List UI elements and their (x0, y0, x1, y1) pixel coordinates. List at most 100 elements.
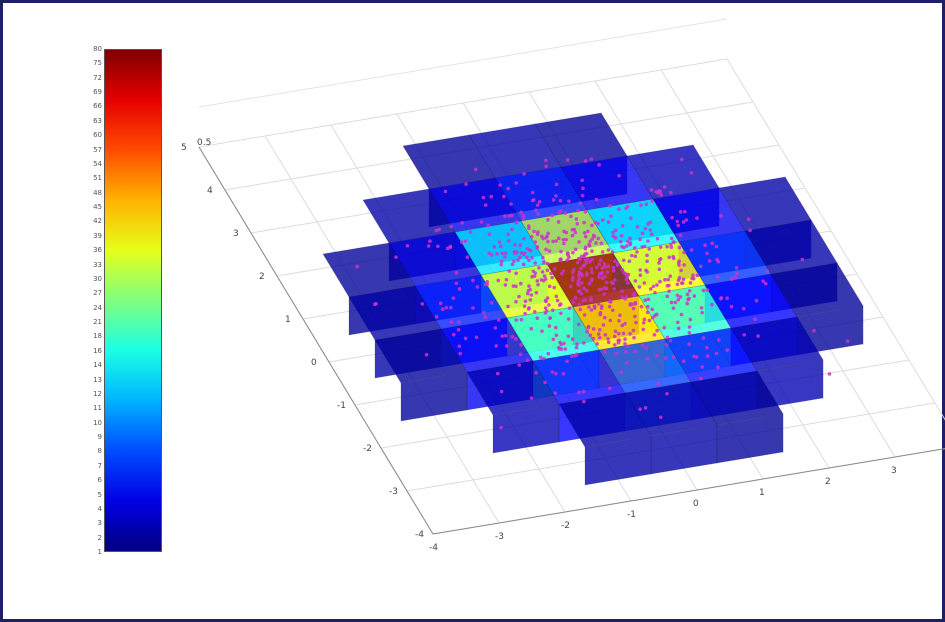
colorbar-tick: 27 (93, 289, 102, 298)
scatter-point (714, 244, 719, 249)
scatter-point (586, 229, 590, 234)
x-tick-label: 3 (891, 466, 897, 476)
colorbar-tick: 54 (93, 159, 102, 168)
scatter-point (581, 186, 585, 191)
scatter-point (665, 244, 669, 249)
scatter-point (623, 342, 627, 346)
scatter-point (543, 306, 548, 310)
scatter-point (609, 280, 614, 285)
scatter-point (763, 281, 768, 286)
scatter-point (617, 207, 621, 211)
scatter-point (578, 307, 583, 312)
scatter-point (612, 287, 616, 291)
scatter-point (514, 271, 518, 276)
scatter-point (683, 209, 687, 214)
scatter-point (619, 233, 624, 238)
scatter-point (540, 329, 544, 333)
scatter-point (510, 213, 514, 218)
colorbar-tick: 57 (93, 145, 102, 154)
scatter-point (633, 279, 638, 283)
scatter-point (577, 276, 582, 281)
scatter-point (541, 255, 545, 260)
scatter-point (582, 231, 587, 235)
scatter-point (676, 223, 681, 228)
scatter-point (639, 304, 644, 309)
scatter-point (742, 306, 746, 311)
scatter-point (448, 244, 453, 249)
scatter-point (635, 225, 640, 229)
scatter-point (565, 258, 570, 262)
scatter-point (734, 266, 739, 270)
scatter-point (613, 228, 618, 233)
scatter-point (506, 232, 510, 237)
scatter-point (642, 281, 647, 285)
scatter-point (671, 240, 676, 244)
scatter-point (551, 239, 555, 244)
scatter-point (678, 210, 683, 214)
scatter-point (632, 335, 636, 340)
scatter-point (607, 299, 612, 304)
scatter-point (679, 268, 684, 273)
colorbar-tick: 4 (97, 504, 102, 513)
colorbar-tick: 39 (93, 231, 102, 240)
scatter-point (668, 274, 673, 278)
y-tick-label: 3 (233, 229, 239, 239)
scatter-point (613, 329, 618, 334)
scatter-point (514, 318, 519, 322)
scatter-point (527, 248, 532, 252)
scatter-point (576, 208, 580, 213)
scatter-point (633, 302, 638, 306)
scatter-point (647, 318, 652, 323)
scatter-point (499, 262, 503, 267)
scatter-point (424, 352, 429, 357)
scatter-point (498, 183, 503, 187)
x-tick-label: -4 (429, 543, 438, 553)
scatter-point (495, 251, 499, 256)
scatter-point (699, 376, 703, 381)
scatter-point (633, 349, 637, 354)
scatter-point (549, 271, 553, 276)
scatter-point (544, 247, 548, 252)
scatter-point (544, 309, 549, 313)
colorbar-tick: 8 (97, 447, 102, 456)
histogram-bars (322, 111, 864, 486)
scatter-point (575, 260, 580, 265)
bar-face (730, 316, 824, 372)
scatter-point (575, 221, 580, 226)
scatter-point (573, 295, 578, 300)
scatter-point (599, 241, 604, 246)
scatter-point (577, 240, 581, 244)
scatter-point (623, 337, 627, 341)
scatter-point (715, 257, 719, 262)
colorbar-tick: 6 (97, 476, 102, 485)
scatter-point (658, 257, 662, 262)
scatter-point (692, 294, 697, 298)
scatter-point (489, 194, 493, 199)
scatter-point (428, 239, 432, 243)
y-tick-label: 2 (259, 272, 265, 282)
scatter-point (717, 338, 721, 342)
scatter-point (599, 304, 604, 308)
scatter-point (667, 255, 672, 260)
scatter-point (556, 345, 561, 350)
scatter-point (678, 233, 683, 237)
scatter-point (494, 344, 499, 348)
scatter-point (533, 240, 538, 244)
scatter-point (571, 300, 576, 304)
scatter-point (552, 266, 557, 271)
scatter-point (581, 389, 586, 394)
scatter-point (559, 249, 563, 254)
scatter-point (644, 268, 648, 273)
scatter-point (449, 224, 454, 229)
scatter-point (514, 337, 518, 341)
scatter-point (512, 259, 516, 264)
scatter-point (575, 342, 579, 347)
scatter-point (677, 245, 682, 250)
scatter-point (468, 230, 473, 234)
scatter-point (730, 277, 734, 281)
scatter-point (584, 260, 589, 265)
scatter-point (570, 233, 575, 238)
scatter-point (628, 216, 633, 220)
scatter-point (617, 318, 621, 323)
